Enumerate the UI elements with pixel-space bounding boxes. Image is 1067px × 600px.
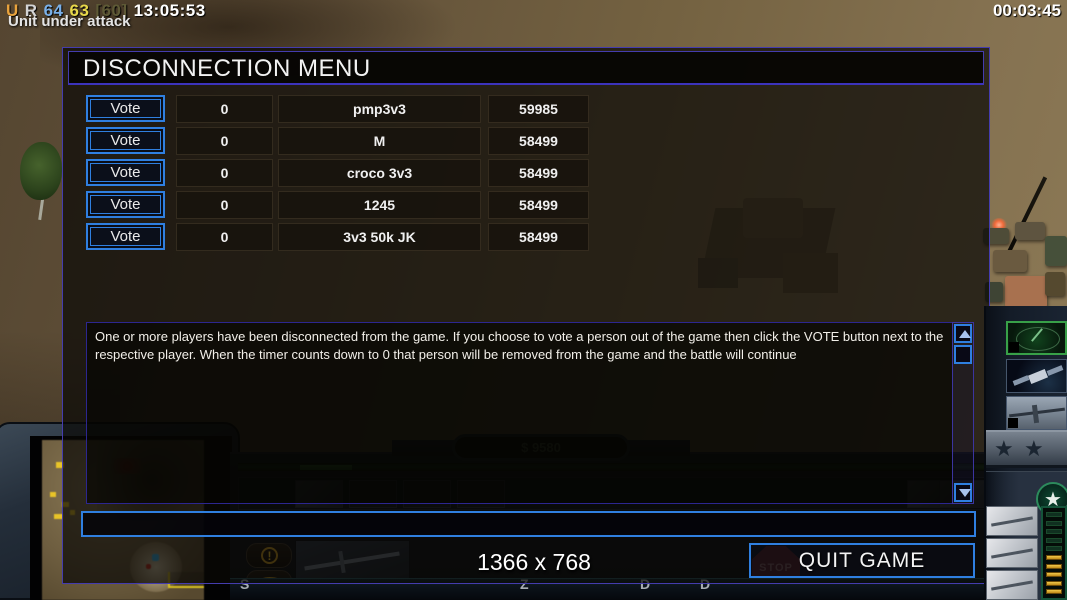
disconnect-message-box: One or more players have been disconnect… [86,322,952,504]
radar-ability-button[interactable] [1006,321,1067,355]
vote-row: Vote 0 M 58499 [63,125,991,157]
scroll-down-button[interactable] [954,483,972,502]
vote-count-cell: 0 [176,223,273,251]
star-icon: ★ [1024,436,1044,461]
score-segment: 63 [69,1,90,20]
vote-button[interactable]: Vote [86,127,165,154]
ability-corner-mark [1008,418,1018,428]
minimap-ally-dot [50,492,56,497]
quit-game-button[interactable]: QUIT GAME [749,543,975,578]
minimap-ally-dot [54,514,63,519]
power-segment-on [1046,555,1062,560]
vote-row: Vote 0 1245 58499 [63,189,991,221]
satellite-ability-button[interactable] [1006,359,1067,393]
bezel-letter: D [640,576,651,592]
ability-corner-mark [1009,342,1019,352]
power-segment-off [1046,537,1062,543]
timeout-cell: 58499 [488,223,589,251]
vote-button[interactable]: Vote [86,191,165,218]
build-queue-thumb[interactable] [986,506,1038,536]
vehicle [993,250,1027,272]
score-line: U R 64 63 [60] 13:05:53 [6,1,212,21]
player-name-cell: 1245 [278,191,481,219]
vehicle [1045,236,1067,266]
power-segment-off [1046,546,1062,552]
minimap-ally-dot [56,462,64,468]
vote-count-cell: 0 [176,159,273,187]
unit-under-attack-alert: Unit under attack [8,13,131,30]
build-queue-thumb[interactable] [986,570,1038,600]
bezel-letter: Z [520,576,529,592]
vote-button[interactable]: Vote [86,95,165,122]
power-segment-on [1046,572,1062,578]
scroll-down-icon [959,489,971,497]
scroll-up-icon [959,330,971,338]
resolution-label: 1366 x 768 [477,549,591,575]
vote-table: Vote 0 pmp3v3 59985 Vote 0 M 58499 Vote … [63,93,991,253]
power-segment-off [1046,529,1062,535]
vote-button[interactable]: Vote [86,223,165,250]
vote-count-cell: 0 [176,95,273,123]
disconnect-message: One or more players have been disconnect… [95,329,944,362]
vehicle [1045,272,1065,296]
score-segment: U [6,1,19,20]
crane-arm [1003,176,1048,261]
power-segment-off [1046,520,1062,526]
vote-row: Vote 0 croco 3v3 58499 [63,157,991,189]
score-segment: 64 [43,1,64,20]
player-name-cell: M [278,127,481,155]
score-segment: R [24,1,38,20]
player-name-cell: 3v3 50k JK [278,223,481,251]
power-segment-on [1046,589,1062,595]
star-icon: ★ [994,436,1014,461]
player-name-cell: pmp3v3 [278,95,481,123]
power-segment-on [1046,563,1062,569]
tree [18,142,66,222]
chat-input[interactable] [81,511,976,537]
score-segment: 13:05:53 [133,1,206,20]
tree-foliage [20,142,62,200]
menu-title: DISCONNECTION MENU [83,55,371,82]
vote-count-cell: 0 [176,191,273,219]
timeout-cell: 58499 [488,159,589,187]
vehicle [1005,276,1047,308]
match-timer: 00:03:45 [992,1,1061,20]
player-name-cell: croco 3v3 [278,159,481,187]
vote-row: Vote 0 pmp3v3 59985 [63,93,991,125]
power-segment-on [1046,580,1062,586]
timeout-cell: 59985 [488,95,589,123]
vote-count-cell: 0 [176,127,273,155]
menu-title-bar: DISCONNECTION MENU [68,51,984,85]
vehicle-group [945,150,1067,335]
power-bar [1041,506,1067,600]
bezel-letter: S [240,576,250,592]
disconnection-menu: DISCONNECTION MENU Vote 0 pmp3v3 59985 V… [62,47,990,584]
sidebar-star-trim: ★ ★ [986,430,1067,468]
score-segment: [60] [95,1,128,20]
vote-row: Vote 0 3v3 50k JK 58499 [63,221,991,253]
scrollbar-thumb[interactable] [954,345,972,364]
power-segment-off [1046,512,1062,517]
drone-ability-button[interactable] [1006,396,1067,430]
bezel-letter: D [700,576,711,592]
message-scrollbar [952,322,974,504]
vehicle [1015,222,1045,240]
scroll-up-button[interactable] [954,324,972,343]
vote-button[interactable]: Vote [86,159,165,186]
right-sidebar: ★ ★ ★ [984,306,1067,600]
build-queue-thumb[interactable] [986,538,1038,568]
radar-sweep-icon [1016,327,1060,351]
satellite-icon [1027,368,1049,385]
timeout-cell: 58499 [488,127,589,155]
timeout-cell: 58499 [488,191,589,219]
